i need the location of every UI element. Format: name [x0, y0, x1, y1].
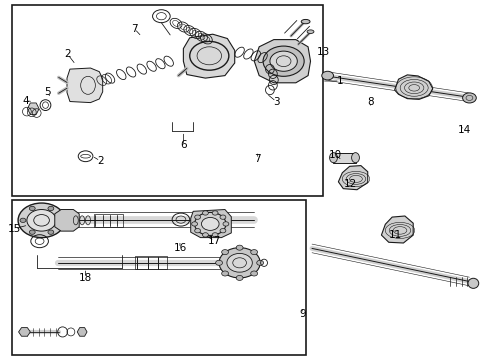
Circle shape	[321, 71, 333, 80]
Circle shape	[212, 233, 218, 237]
Circle shape	[223, 222, 228, 226]
Circle shape	[194, 229, 200, 233]
Polygon shape	[338, 166, 367, 190]
Circle shape	[220, 229, 225, 233]
Polygon shape	[55, 210, 79, 231]
Polygon shape	[183, 34, 234, 78]
Circle shape	[212, 211, 218, 215]
Polygon shape	[27, 103, 39, 114]
Polygon shape	[77, 328, 87, 336]
Circle shape	[462, 93, 475, 103]
Circle shape	[20, 218, 26, 222]
Circle shape	[48, 206, 54, 211]
Polygon shape	[254, 40, 310, 83]
Bar	[12, 200, 305, 355]
Text: 7: 7	[131, 24, 138, 34]
Text: 4: 4	[22, 96, 29, 106]
Text: 16: 16	[173, 243, 186, 253]
Text: 2: 2	[64, 49, 71, 59]
Circle shape	[250, 271, 257, 276]
Text: 7: 7	[254, 154, 261, 164]
Circle shape	[236, 245, 243, 250]
Text: 12: 12	[343, 179, 356, 189]
Polygon shape	[67, 68, 102, 103]
Bar	[12, 5, 322, 196]
Polygon shape	[19, 328, 30, 336]
Circle shape	[202, 211, 208, 215]
Circle shape	[201, 217, 219, 230]
Text: 2: 2	[97, 156, 103, 166]
Text: 9: 9	[298, 309, 305, 319]
Circle shape	[221, 271, 228, 276]
Circle shape	[236, 275, 243, 280]
Circle shape	[29, 206, 35, 211]
Circle shape	[48, 230, 54, 234]
Circle shape	[18, 203, 65, 238]
Text: 10: 10	[328, 150, 341, 160]
Circle shape	[221, 249, 228, 255]
Ellipse shape	[301, 19, 309, 24]
Circle shape	[57, 218, 63, 222]
Circle shape	[194, 212, 225, 235]
Bar	[333, 153, 355, 163]
Text: 14: 14	[457, 125, 470, 135]
Circle shape	[269, 51, 297, 71]
Bar	[94, 214, 123, 227]
Text: 1: 1	[336, 76, 343, 86]
Circle shape	[191, 222, 197, 226]
Circle shape	[256, 260, 263, 265]
Ellipse shape	[351, 153, 359, 163]
Ellipse shape	[306, 30, 313, 33]
Circle shape	[250, 249, 257, 255]
Text: 5: 5	[44, 87, 51, 97]
Bar	[135, 256, 166, 269]
Circle shape	[263, 46, 304, 76]
Circle shape	[27, 210, 56, 231]
Circle shape	[215, 260, 222, 265]
Circle shape	[219, 248, 260, 278]
Circle shape	[194, 215, 200, 219]
Ellipse shape	[329, 153, 337, 163]
Polygon shape	[394, 75, 432, 99]
Polygon shape	[381, 216, 412, 243]
Text: 6: 6	[180, 140, 186, 150]
Polygon shape	[190, 210, 231, 238]
Text: 11: 11	[387, 230, 401, 240]
Text: 8: 8	[366, 96, 373, 107]
Circle shape	[29, 230, 35, 234]
Text: 13: 13	[316, 47, 330, 57]
Circle shape	[226, 253, 252, 272]
Text: 18: 18	[79, 273, 92, 283]
Text: 15: 15	[8, 224, 21, 234]
Circle shape	[220, 215, 225, 219]
Ellipse shape	[467, 278, 478, 288]
Text: 17: 17	[207, 236, 221, 246]
Circle shape	[202, 233, 208, 237]
Text: 3: 3	[272, 96, 279, 107]
